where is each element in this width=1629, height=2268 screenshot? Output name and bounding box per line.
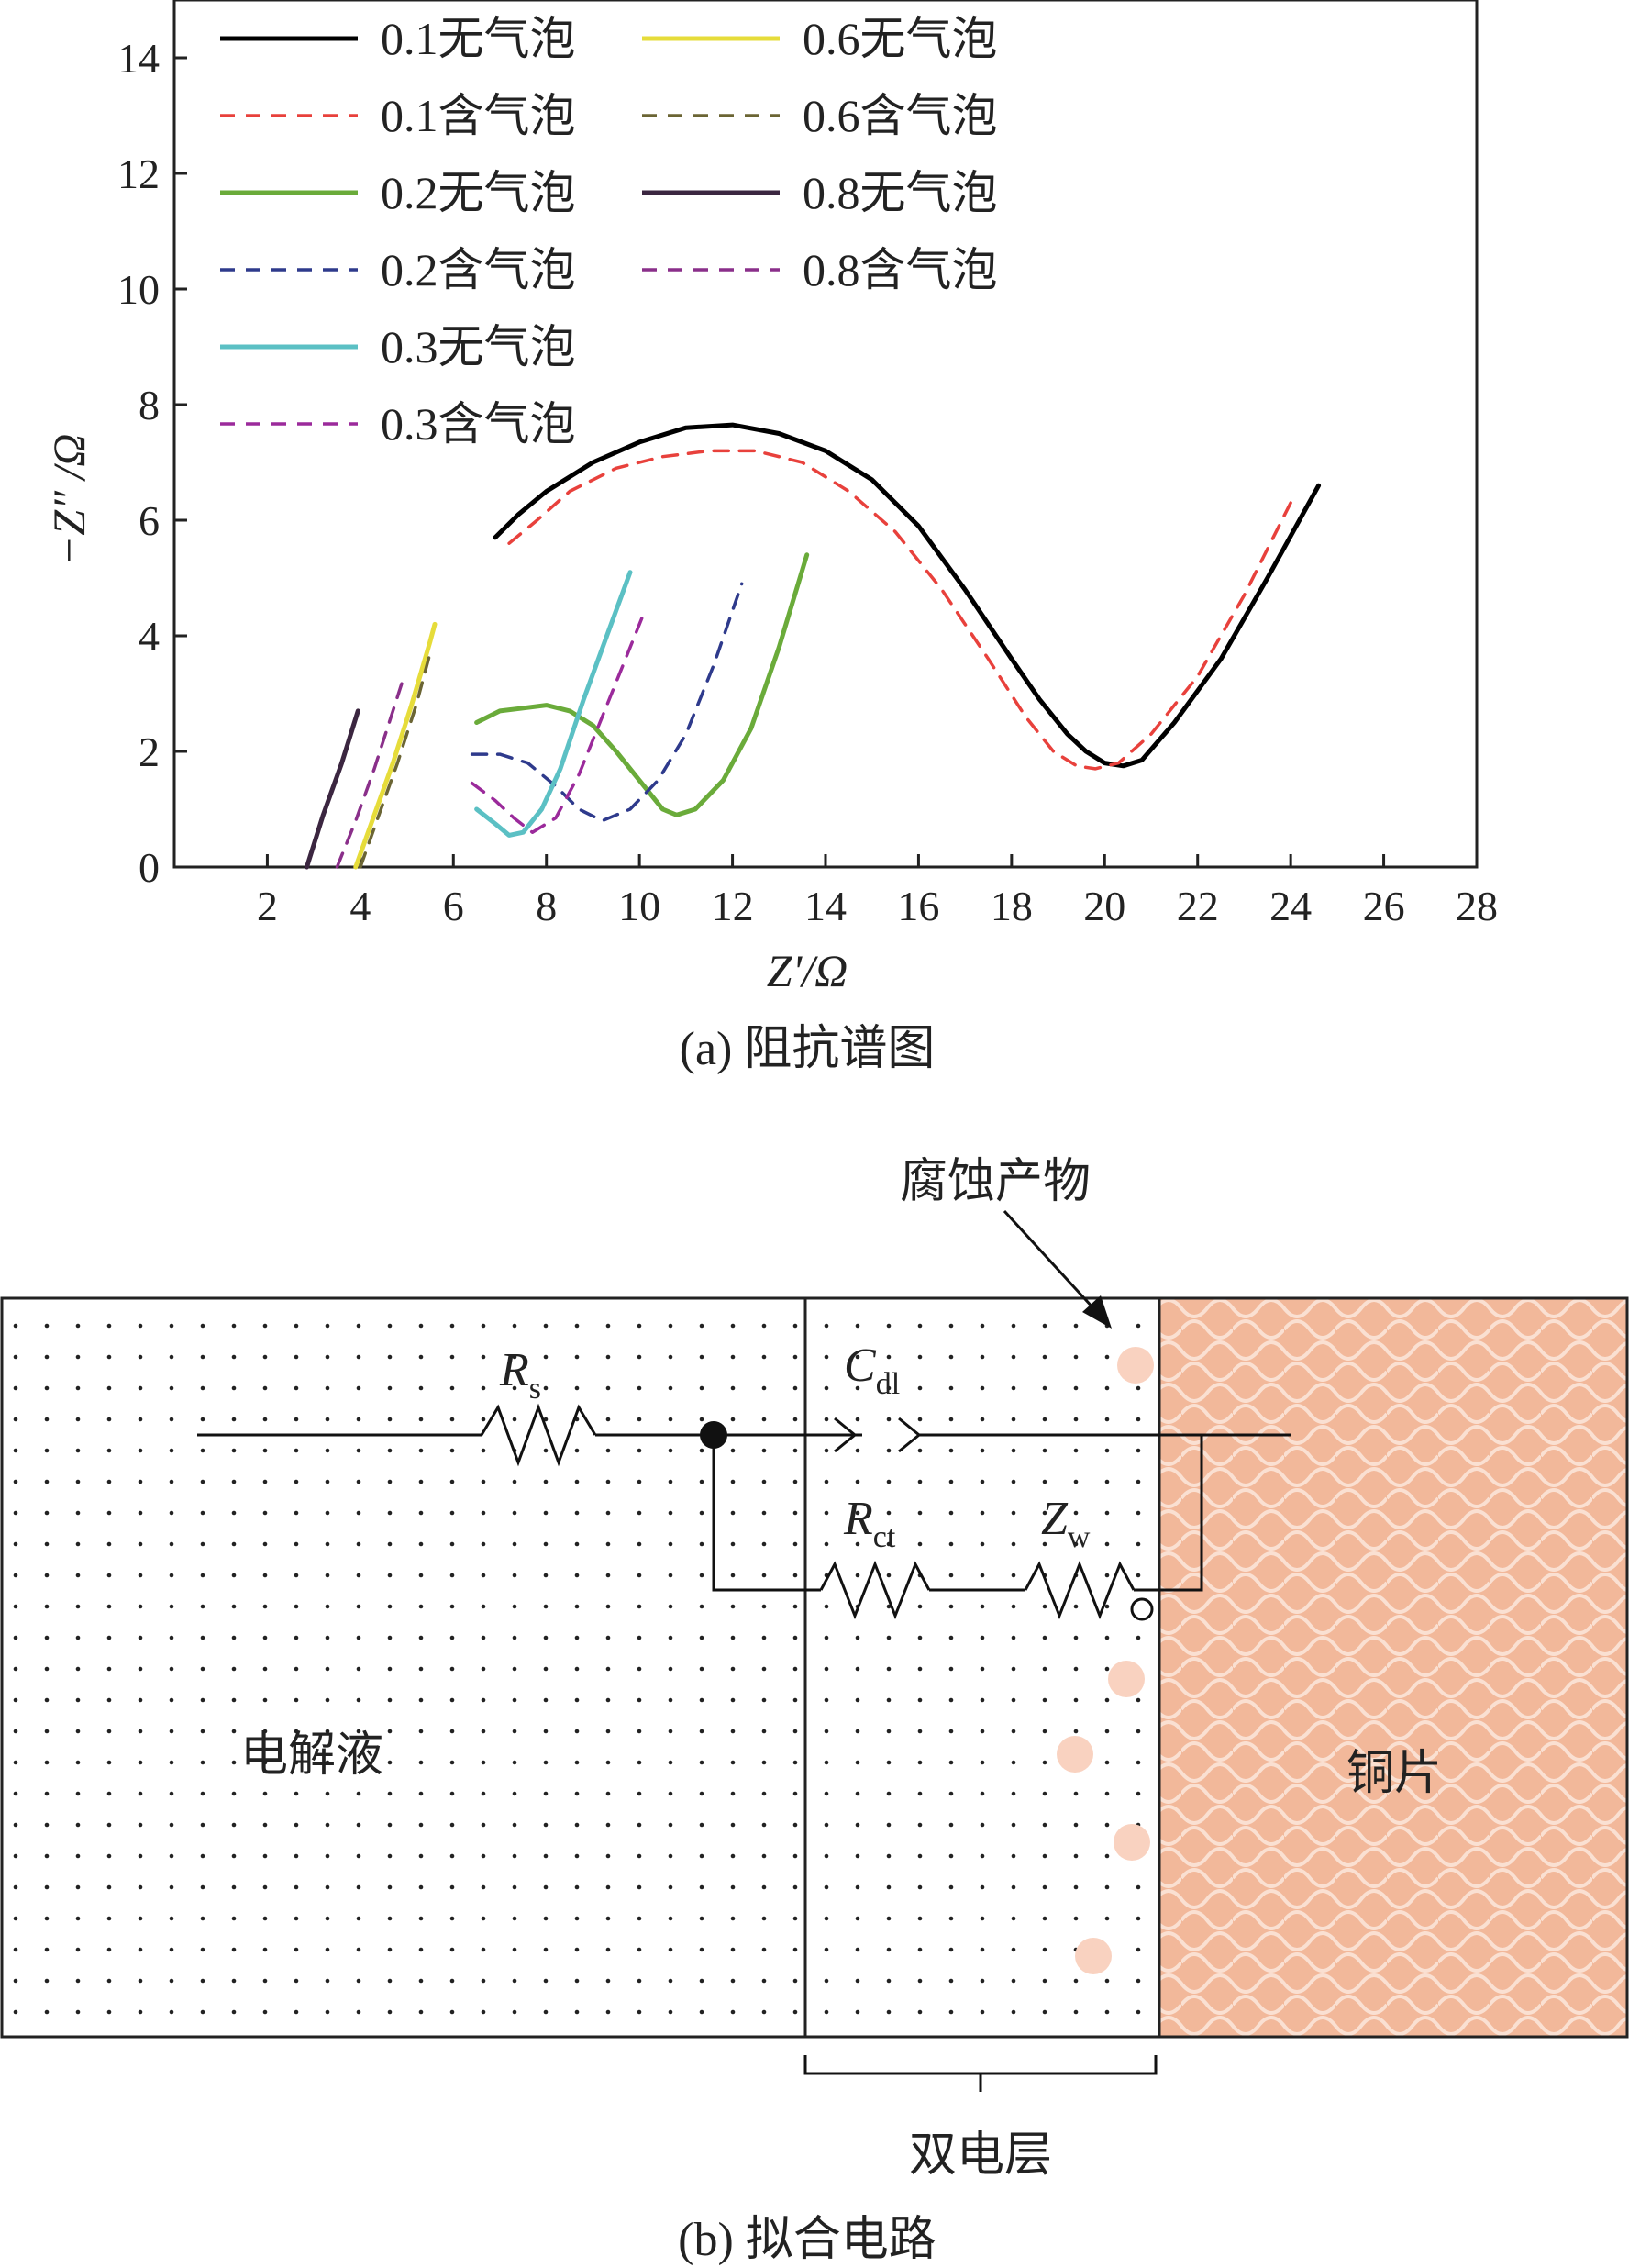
corrosion-particle: [1075, 1938, 1112, 1974]
copper-label: 铜片: [1346, 1748, 1442, 1800]
x-axis-ticks: 2 4 6 8 10 12 14 16 18 20 22 24 26 28: [257, 854, 1498, 929]
terminal-node: [1130, 1597, 1154, 1621]
rs-resistor: [480, 1403, 597, 1467]
zw-label: Zw: [1041, 1493, 1091, 1554]
legend-label: 0.3无气泡: [381, 321, 576, 372]
series-line-0.2无气泡: [474, 552, 810, 817]
zw-symbol: Z: [1041, 1493, 1069, 1545]
y-axis-label: −Z″ /Ω: [43, 434, 94, 567]
y-tick-label: 2: [139, 728, 160, 775]
rs-symbol: R: [499, 1344, 529, 1396]
y-tick-label: 0: [139, 844, 160, 891]
x-tick-label: 18: [991, 883, 1033, 929]
y-tick-label: 4: [139, 613, 160, 660]
x-tick-label: 24: [1269, 883, 1312, 929]
rct-resistor: [819, 1560, 931, 1620]
circuit-wires: [197, 1209, 1291, 2092]
x-tick-label: 14: [804, 883, 847, 929]
corrosion-particle: [1057, 1736, 1093, 1773]
y-tick-label: 8: [139, 382, 160, 428]
wire-branch-down: [712, 1435, 821, 1592]
legend-label: 0.1无气泡: [381, 13, 576, 64]
x-tick-label: 20: [1083, 883, 1125, 929]
x-tick-label: 16: [897, 883, 939, 929]
x-tick-label: 8: [536, 883, 557, 929]
legend-label: 0.6无气泡: [803, 13, 998, 64]
x-tick-label: 6: [443, 883, 464, 929]
series-line-0.6无气泡: [353, 621, 438, 870]
fitted-circuit-diagram: Rs Cdl Rct Zw 腐蚀产物 电解液 铜片 双电层 (b) 拟合电路: [0, 1156, 1629, 2266]
x-tick-label: 12: [712, 883, 754, 929]
series-line-0.6含气泡: [359, 651, 432, 869]
wire-zw-return: [1134, 1435, 1203, 1592]
corrosion-particle: [1117, 1347, 1154, 1384]
corrosion-products: [1057, 1347, 1154, 1974]
series-line-0.1含气泡: [507, 449, 1292, 771]
junction-node: [700, 1421, 727, 1449]
legend-label: 0.6含气泡: [803, 90, 998, 141]
legend-label: 0.1含气泡: [381, 90, 576, 141]
electrolyte-label: 电解液: [240, 1729, 383, 1782]
rs-subscript: s: [529, 1372, 541, 1406]
rs-label: Rs: [499, 1344, 541, 1406]
x-tick-label: 26: [1363, 883, 1405, 929]
y-tick-label: 14: [117, 35, 160, 82]
legend: 0.1无气泡 0.1含气泡 0.2无气泡 0.2含气泡 0.3无气泡 0.3含气泡 0.6无…: [220, 13, 998, 450]
double-layer-region: [803, 1296, 1161, 2039]
cdl-symbol: C: [844, 1340, 877, 1392]
corrosion-arrow-head: [1082, 1295, 1112, 1329]
corrosion-particle: [1114, 1824, 1150, 1861]
x-tick-label: 2: [257, 883, 278, 929]
rct-symbol: R: [843, 1493, 873, 1545]
series-line-0.8含气泡: [335, 680, 404, 869]
x-tick-label: 4: [349, 883, 371, 929]
x-tick-label: 28: [1456, 883, 1498, 929]
series-layer: [305, 422, 1322, 870]
chart-caption: (a) 阻抗谱图: [680, 1023, 936, 1075]
double-layer-label: 双电层: [909, 2129, 1052, 2182]
series-line-0.1无气泡: [493, 422, 1322, 769]
double-layer-brace: [803, 2055, 1158, 2092]
series-line-0.3无气泡: [474, 570, 633, 838]
legend-label: 0.8含气泡: [803, 244, 998, 295]
y-axis-ticks: 0 2 4 6 8 10 12 14: [117, 35, 187, 891]
corrosion-particle: [1108, 1661, 1145, 1697]
legend-label: 0.2含气泡: [381, 244, 576, 295]
electrolyte-region: [0, 1296, 807, 2039]
x-tick-label: 22: [1177, 883, 1219, 929]
rct-subscript: ct: [873, 1520, 896, 1554]
corrosion-arrow-line: [1003, 1209, 1107, 1323]
series-line-0.3含气泡: [470, 611, 646, 834]
y-tick-label: 10: [117, 266, 160, 313]
x-tick-label: 10: [618, 883, 660, 929]
corrosion-products-label: 腐蚀产物: [900, 1156, 1091, 1208]
copper-plate: [1158, 1296, 1629, 2039]
series-line-0.8无气泡: [305, 708, 360, 870]
cdl-label: Cdl: [844, 1340, 900, 1401]
zw-subscript: w: [1068, 1520, 1091, 1554]
zw-element: [1024, 1560, 1136, 1620]
y-tick-label: 6: [139, 497, 160, 544]
legend-label: 0.8无气泡: [803, 167, 998, 218]
legend-label: 0.2无气泡: [381, 167, 576, 218]
legend-label: 0.3含气泡: [381, 398, 576, 450]
cdl-subscript: dl: [876, 1367, 900, 1401]
y-tick-label: 12: [117, 150, 160, 197]
x-axis-label: Z'/Ω: [767, 945, 848, 996]
rct-label: Rct: [843, 1493, 896, 1554]
circuit-caption: (b) 拟合电路: [678, 2214, 936, 2266]
